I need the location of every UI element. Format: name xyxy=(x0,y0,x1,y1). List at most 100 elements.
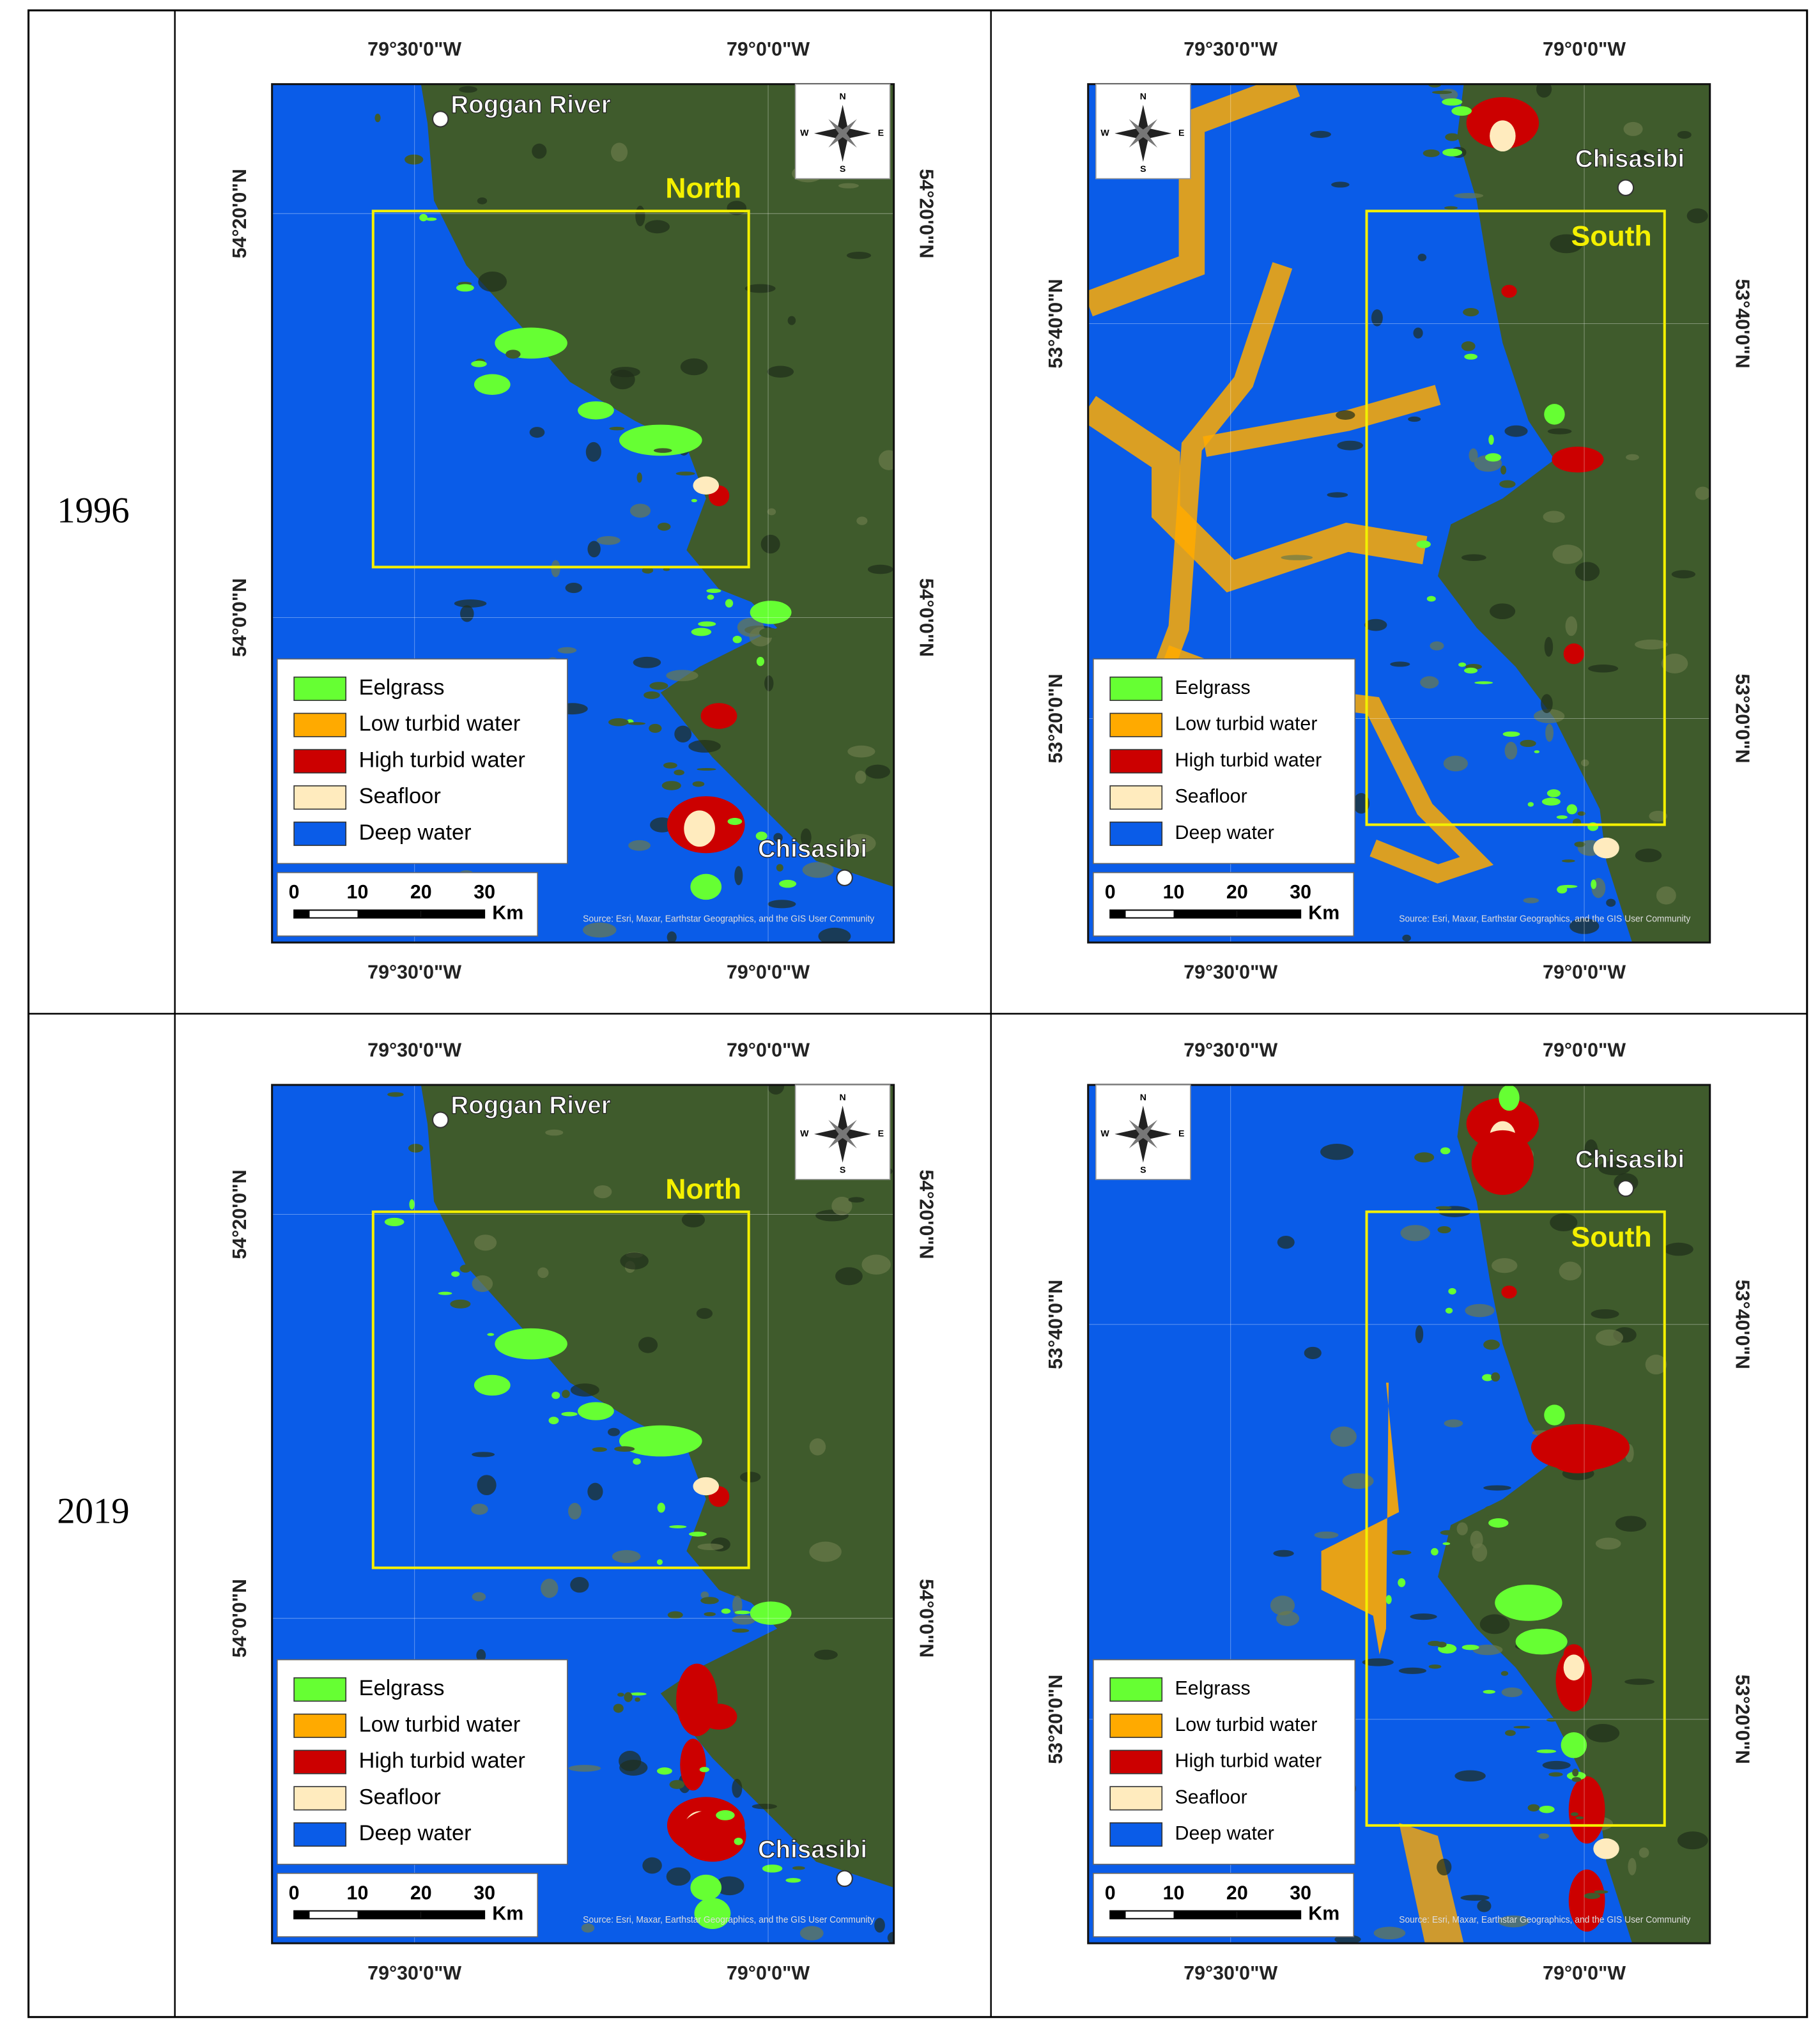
land-texture xyxy=(1628,1857,1637,1875)
coast-islet xyxy=(1534,750,1540,753)
legend-label: Deep water xyxy=(359,820,471,845)
land-texture xyxy=(1606,898,1616,907)
coast-islet xyxy=(649,682,668,690)
land-texture xyxy=(557,647,577,654)
coast-islet xyxy=(674,769,684,776)
coast-islet xyxy=(1437,1226,1451,1234)
class-patch xyxy=(750,1601,792,1625)
land-texture xyxy=(537,1267,549,1279)
scale-tick-label: 30 xyxy=(1290,1882,1311,1903)
land-texture xyxy=(1588,664,1619,673)
coast-islet xyxy=(1416,540,1431,548)
land-texture xyxy=(739,1472,761,1482)
coast-islet xyxy=(776,864,783,872)
coast-islet xyxy=(1575,1816,1584,1820)
coast-islet xyxy=(691,627,712,636)
land-texture xyxy=(1327,492,1348,498)
legend-label: Eelgrass xyxy=(1175,677,1251,698)
land-texture xyxy=(1677,130,1692,139)
land-texture xyxy=(1330,1426,1357,1447)
land-texture xyxy=(1489,603,1516,620)
coast-islet xyxy=(1431,90,1453,95)
legend-swatch xyxy=(293,676,347,701)
study-box xyxy=(1365,1210,1666,1827)
coast-islet xyxy=(756,657,764,666)
coast-islet xyxy=(1461,341,1476,351)
land-texture xyxy=(734,866,743,886)
coast-islet xyxy=(1464,353,1477,360)
land-texture xyxy=(1408,416,1421,422)
land-texture xyxy=(1331,181,1350,188)
land-texture xyxy=(764,675,774,691)
coast-islet xyxy=(1488,434,1494,445)
longitude-label: 79°30'0"W xyxy=(367,1962,461,1984)
land-texture xyxy=(1615,1516,1647,1532)
land-texture xyxy=(532,143,547,159)
land-texture xyxy=(476,1649,486,1662)
coast-islet xyxy=(1499,480,1516,488)
land-texture xyxy=(570,1576,589,1593)
map-frame xyxy=(1087,1084,1711,1944)
scale-bar-segment xyxy=(420,1911,485,1919)
land-texture xyxy=(1454,1770,1486,1782)
compass-letter: W xyxy=(800,128,809,138)
land-texture xyxy=(809,1438,826,1456)
land-texture xyxy=(1580,759,1589,767)
scale-bar-segment xyxy=(1237,1911,1301,1919)
land-texture xyxy=(545,1129,564,1136)
land-texture xyxy=(638,1337,658,1353)
land-texture xyxy=(568,1503,582,1520)
land-texture xyxy=(1444,1419,1463,1427)
legend-label: High turbid water xyxy=(359,1749,525,1773)
land-texture xyxy=(666,1867,691,1886)
land-texture xyxy=(620,1252,649,1270)
legend-swatch xyxy=(1109,785,1163,810)
latitude-label: 53°20'0"N xyxy=(1731,1675,1753,1764)
land-texture xyxy=(809,1541,842,1562)
land-texture xyxy=(541,1578,559,1598)
coast-islet xyxy=(562,1390,570,1399)
land-texture xyxy=(454,599,487,608)
land-texture xyxy=(1336,410,1355,420)
longitude-label: 79°30'0"W xyxy=(1184,962,1277,983)
class-patch xyxy=(578,1402,614,1420)
land-texture xyxy=(1536,84,1552,98)
land-texture xyxy=(1596,1329,1624,1346)
land-texture xyxy=(767,365,794,378)
legend-label: Low turbid water xyxy=(359,1712,520,1737)
land-texture xyxy=(1624,1679,1655,1685)
coast-islet xyxy=(1445,133,1460,141)
land-texture xyxy=(799,1926,824,1941)
land-texture xyxy=(681,1212,706,1227)
coast-islet xyxy=(1594,1890,1608,1894)
study-box-label: North xyxy=(665,1174,741,1205)
compass-letter: W xyxy=(800,1129,809,1139)
land-texture xyxy=(608,1427,621,1436)
coast-islet xyxy=(734,1610,751,1615)
land-texture xyxy=(874,1918,885,1933)
coast-islet xyxy=(1541,797,1561,806)
legend-label: Eelgrass xyxy=(359,675,444,700)
coast-islet xyxy=(1483,1689,1495,1694)
coast-islet xyxy=(657,523,671,531)
coast-islet xyxy=(725,599,734,608)
latitude-label: 53°20'0"N xyxy=(1045,1675,1067,1764)
land-texture xyxy=(714,1876,744,1896)
class-patch xyxy=(690,873,722,900)
land-texture xyxy=(752,1803,777,1810)
land-texture xyxy=(697,1543,724,1551)
land-texture xyxy=(1373,1926,1406,1940)
class-patch xyxy=(1593,837,1619,859)
coast-islet xyxy=(1527,1804,1540,1811)
land-texture xyxy=(474,1234,497,1251)
coast-islet xyxy=(387,1092,404,1097)
legend-label: Seafloor xyxy=(359,1785,440,1809)
study-box xyxy=(1365,210,1666,826)
land-texture xyxy=(831,1196,852,1215)
land-texture xyxy=(855,771,867,784)
coast-islet xyxy=(1513,1725,1531,1729)
compass-letter: N xyxy=(1140,92,1146,102)
class-patch xyxy=(619,1425,702,1457)
coast-islet xyxy=(1440,1147,1451,1155)
